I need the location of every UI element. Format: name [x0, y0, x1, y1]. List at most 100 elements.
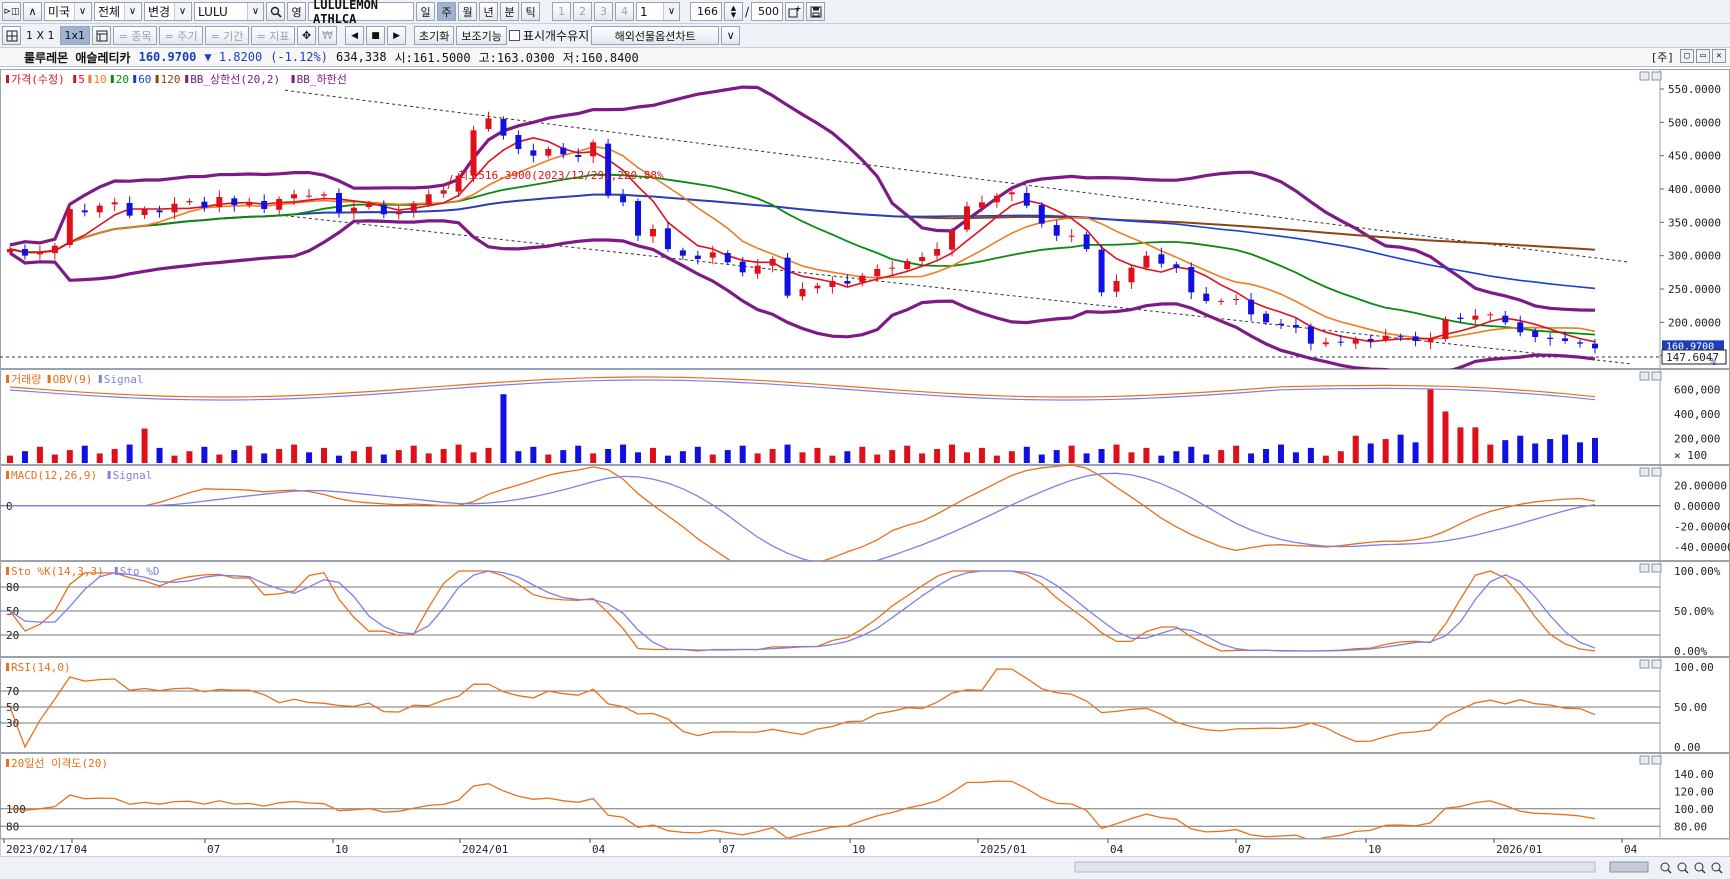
search-period-button[interactable]: = 주기: [159, 26, 204, 45]
chart-canvas[interactable]: 550.0000 500.0000 450.0000 400.0000 350.0000…: [0, 67, 1730, 879]
collapse-icon[interactable]: ∧: [23, 2, 42, 21]
search-icon[interactable]: [266, 2, 285, 21]
candle-body: [335, 193, 342, 213]
move-icon[interactable]: ✥: [297, 26, 317, 45]
panel-close-icon[interactable]: [1651, 755, 1662, 765]
legend-swatch: [6, 567, 9, 575]
period-tick-button[interactable]: 틱: [521, 2, 540, 21]
page-3-button[interactable]: 3: [594, 2, 613, 21]
x-tick-label: 07: [1238, 843, 1251, 856]
last-price-box: [1662, 340, 1724, 352]
aux-button[interactable]: 보조기능: [456, 26, 507, 45]
total-input[interactable]: 500: [751, 2, 784, 21]
ref-label: 0: [6, 500, 13, 513]
candle-body: [425, 194, 432, 205]
candle-body: [216, 197, 223, 207]
scroll-right-icon[interactable]: ▶: [387, 26, 407, 45]
candle-body: [1307, 326, 1314, 344]
page-2-button[interactable]: 2: [573, 2, 592, 21]
period-year-button[interactable]: 년: [479, 2, 498, 21]
page-1-button[interactable]: 1: [552, 2, 571, 21]
volume-bar: [141, 428, 148, 463]
panel-minimize-icon[interactable]: [1639, 371, 1650, 381]
x-tick-label: 07: [722, 843, 735, 856]
zoom-in-icon[interactable]: [1677, 862, 1687, 872]
legend-swatch: [6, 759, 9, 767]
layout-1x1-button[interactable]: 1x1: [59, 26, 91, 45]
price-legend-item: 60: [138, 73, 151, 86]
y-tick-label: 140.00: [1674, 768, 1714, 781]
zoom-slider[interactable]: [1609, 861, 1649, 873]
english-name-button[interactable]: 영: [287, 2, 306, 21]
panel-close-icon[interactable]: [1651, 659, 1662, 669]
table-icon[interactable]: [92, 26, 112, 45]
overseas-dropdown-icon[interactable]: ∨: [721, 26, 741, 45]
obv-signal-line: [9, 379, 1596, 401]
horizontal-scrollbar[interactable]: [1074, 861, 1596, 873]
scope-select[interactable]: 전체 ∨: [94, 2, 142, 21]
panel-close-icon[interactable]: [1651, 371, 1662, 381]
panel-minimize-icon[interactable]: [1639, 563, 1650, 573]
keep-count-checkbox[interactable]: 표시개수유지: [508, 27, 589, 44]
code-input[interactable]: LULU ∨: [194, 2, 264, 21]
candle-body: [1277, 323, 1284, 325]
count-input[interactable]: 166: [690, 2, 722, 21]
chevron-down-icon: ∨: [247, 3, 263, 20]
volume-bar: [1113, 444, 1120, 463]
candle-body: [963, 206, 970, 230]
overseas-chart-button[interactable]: 해외선물옵션차트: [591, 26, 720, 45]
panel-minimize-icon[interactable]: [1639, 755, 1650, 765]
candle-body: [1203, 293, 1210, 301]
search-indicator-button[interactable]: = 지표: [251, 26, 296, 45]
candle-body: [889, 267, 896, 269]
search-range-button[interactable]: = 기간: [205, 26, 250, 45]
close-icon[interactable]: ✕: [1712, 49, 1726, 63]
grid-layout-icon[interactable]: [2, 26, 21, 45]
search-item-button[interactable]: = 종목: [113, 26, 158, 45]
maximize-icon[interactable]: ▢: [1680, 49, 1694, 63]
period-day-button[interactable]: 일: [416, 2, 435, 21]
panel-minimize-icon[interactable]: [1639, 467, 1650, 477]
period-month-button[interactable]: 월: [458, 2, 477, 21]
panel-close-icon[interactable]: [1651, 71, 1662, 81]
panel-toggle-button[interactable]: ⊳◫: [2, 2, 21, 21]
candle-body: [306, 195, 313, 197]
restore-icon[interactable]: ▭: [1696, 49, 1710, 63]
zoom-reset-icon[interactable]: [1694, 862, 1704, 872]
panel-layout-icon[interactable]: [1711, 862, 1721, 872]
volume-bar: [321, 447, 328, 463]
candle-body: [500, 119, 507, 136]
period-minute-button[interactable]: 분: [500, 2, 519, 21]
panel-close-icon[interactable]: [1651, 563, 1662, 573]
volume-bar: [679, 451, 686, 463]
panel-minimize-icon[interactable]: [1639, 659, 1650, 669]
new-window-icon[interactable]: [785, 2, 805, 21]
crosshair-price-box: [1661, 349, 1727, 365]
candle-body: [1592, 343, 1598, 349]
reset-button[interactable]: 초기화: [414, 26, 455, 45]
candle-body: [1562, 338, 1569, 341]
volume-bar: [201, 446, 208, 463]
won-icon[interactable]: ₩: [318, 26, 338, 45]
page-4-button[interactable]: 4: [615, 2, 634, 21]
period-week-button[interactable]: 주: [437, 2, 456, 21]
candle-body: [649, 229, 656, 237]
disparity-line: [9, 780, 1596, 842]
scroll-left-icon[interactable]: ◀: [345, 26, 365, 45]
chart-area[interactable]: 550.0000 500.0000 450.0000 400.0000 350.0000…: [0, 67, 1730, 879]
change-select[interactable]: 변경 ∨: [144, 2, 192, 21]
candle-body: [1502, 315, 1509, 323]
sto-legend-item: Sto %K(14,3,3): [11, 565, 104, 578]
zoom-out-icon[interactable]: [1660, 862, 1670, 872]
stop-icon[interactable]: ■: [366, 26, 386, 45]
interval-select[interactable]: 1 ∨: [636, 2, 680, 21]
candle-body: [261, 201, 268, 209]
legend-swatch: [107, 471, 111, 479]
panel-minimize-icon[interactable]: [1639, 71, 1650, 81]
save-icon[interactable]: [806, 2, 826, 21]
count-stepper[interactable]: ▲ ▼: [724, 2, 743, 21]
panel-close-icon[interactable]: [1651, 467, 1662, 477]
candle-body: [246, 202, 253, 205]
y-tick-label: 550.0000: [1668, 83, 1721, 96]
market-select[interactable]: 미국 ∨: [44, 2, 92, 21]
